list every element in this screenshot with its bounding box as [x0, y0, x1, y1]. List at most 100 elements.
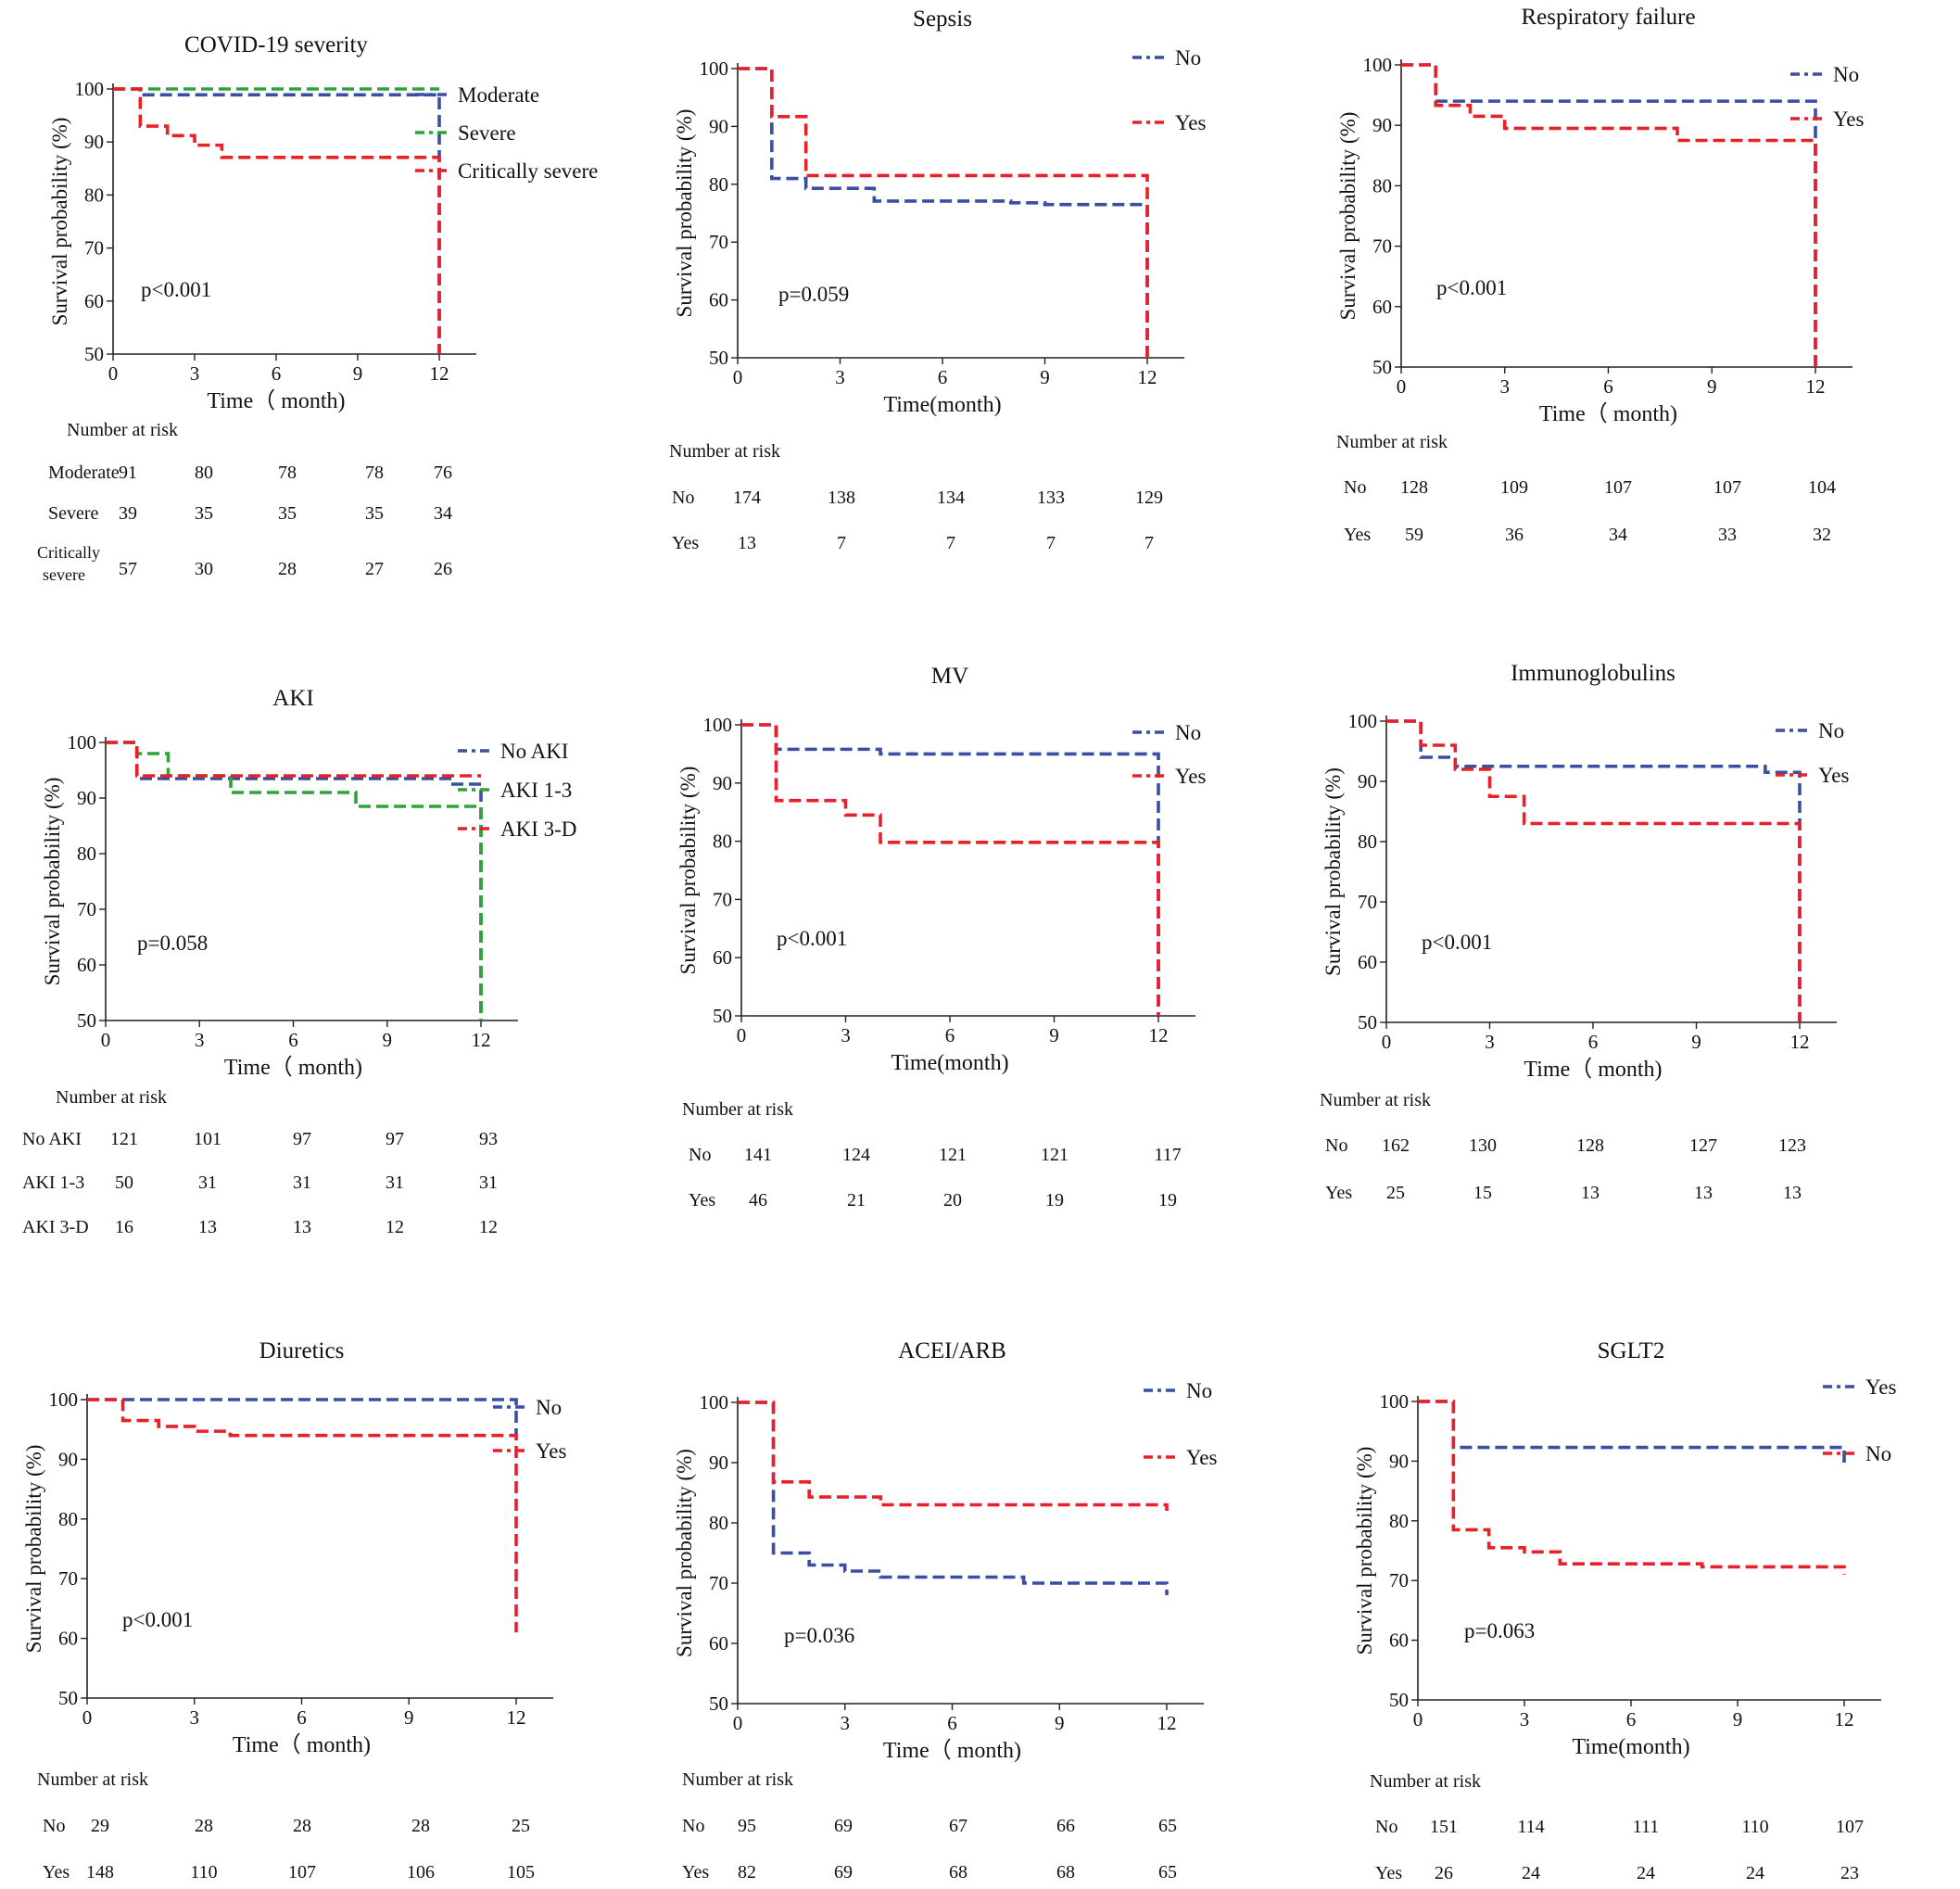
risk-value: 138: [828, 488, 855, 508]
x-axis-label: Time（ month): [207, 389, 345, 413]
risk-table-title: Number at risk: [1370, 1771, 1481, 1792]
panel-title: Respiratory failure: [1521, 5, 1695, 30]
risk-row-label: Yes: [672, 533, 699, 553]
x-tick-label: 9: [1733, 1708, 1743, 1731]
risk-value: 7: [946, 533, 955, 553]
p-value: p<0.001: [777, 927, 847, 950]
km-curve-blue: [741, 723, 1160, 1016]
y-axis-label: Survival probability (%): [1336, 112, 1359, 321]
km-panel-4: AKI 50 60 70 80 90 100 0 3 6 9 12 Survival probabili…: [22, 686, 576, 1237]
risk-value: 57: [119, 559, 137, 579]
x-tick-label: 3: [1500, 375, 1511, 398]
km-curve-red: [738, 1401, 1169, 1511]
km-panel-1: COVID-19 severity 50 60 70 80 90 100 0 3 6 9 12 Surv…: [37, 32, 598, 584]
risk-row-label: No AKI: [22, 1129, 82, 1149]
x-tick-label: 9: [1049, 1024, 1059, 1046]
y-tick-label: 80: [58, 1508, 78, 1530]
risk-value: 28: [195, 1816, 213, 1836]
y-tick-label: 70: [1358, 891, 1377, 913]
risk-row-label: No: [1325, 1135, 1347, 1156]
panel-title: AKI: [272, 686, 313, 711]
y-tick-label: 50: [58, 1687, 78, 1709]
risk-value: 107: [1713, 477, 1741, 498]
km-curve-red: [1401, 63, 1817, 367]
risk-value: 129: [1135, 488, 1163, 508]
risk-value: 31: [386, 1173, 404, 1193]
risk-row-label: Yes: [1375, 1863, 1402, 1883]
risk-row-label: Yes: [1325, 1183, 1352, 1203]
risk-value: 19: [1045, 1190, 1064, 1211]
y-tick-label: 80: [1372, 174, 1392, 197]
y-tick-label: 80: [713, 830, 732, 853]
risk-value: 35: [365, 503, 384, 524]
x-tick-label: 6: [272, 362, 282, 385]
panel-title: COVID-19 severity: [184, 32, 368, 57]
km-curve-blue: [738, 67, 1149, 358]
y-tick-label: 90: [709, 1452, 728, 1474]
x-tick-label: 3: [190, 1706, 200, 1729]
x-tick-label: 9: [383, 1029, 393, 1051]
risk-value: 68: [949, 1862, 967, 1883]
km-panel-7: Diuretics 50 60 70 80 90 100 0 3 6 9 12 Survival pro…: [22, 1338, 567, 1883]
risk-value: 35: [278, 503, 297, 524]
risk-value: 101: [194, 1129, 221, 1149]
y-tick-label: 100: [75, 78, 105, 100]
risk-value: 15: [1473, 1183, 1492, 1203]
y-axis-label: Survival probability (%): [673, 1449, 696, 1657]
x-tick-label: 3: [190, 362, 200, 385]
legend-label: No: [536, 1396, 562, 1419]
risk-value: 91: [119, 463, 137, 483]
y-tick-label: 70: [709, 1572, 728, 1594]
risk-row-label: Moderate: [48, 463, 120, 483]
x-tick-label: 0: [101, 1029, 111, 1051]
x-tick-label: 12: [1790, 1031, 1810, 1053]
x-tick-label: 0: [108, 362, 119, 385]
y-axis-label: Survival probability (%): [48, 118, 71, 326]
y-tick-label: 100: [700, 57, 729, 80]
risk-row-label: No: [1344, 477, 1366, 498]
risk-value: 78: [278, 463, 297, 483]
risk-value: 24: [1522, 1863, 1540, 1883]
risk-value: 76: [434, 463, 452, 483]
x-tick-label: 0: [737, 1024, 747, 1046]
km-curve-blue: [113, 87, 441, 354]
risk-value: 107: [1836, 1817, 1864, 1837]
risk-value: 30: [195, 559, 213, 579]
y-tick-label: 60: [1358, 951, 1377, 973]
risk-value: 69: [834, 1862, 853, 1883]
panel-title: ACEI/ARB: [898, 1338, 1006, 1363]
x-tick-label: 3: [1520, 1708, 1530, 1731]
y-tick-label: 100: [703, 714, 733, 736]
risk-value: 65: [1158, 1862, 1177, 1883]
risk-value: 13: [738, 533, 756, 553]
p-value: p=0.036: [784, 1624, 854, 1647]
y-tick-label: 60: [709, 1632, 728, 1654]
risk-value: 95: [738, 1816, 756, 1836]
risk-row-label: Severe: [48, 503, 99, 524]
y-axis-label: Survival probability (%): [41, 778, 64, 986]
risk-value: 67: [949, 1816, 967, 1836]
risk-value: 121: [110, 1129, 138, 1149]
risk-value: 24: [1746, 1863, 1764, 1883]
risk-row-label: No: [689, 1145, 711, 1165]
legend-label: Yes: [536, 1439, 567, 1463]
x-tick-label: 9: [1691, 1031, 1701, 1053]
risk-value: 93: [479, 1129, 498, 1149]
y-tick-label: 50: [713, 1005, 732, 1027]
legend-label: Critically severe: [458, 159, 598, 183]
y-tick-label: 60: [1372, 296, 1392, 318]
x-tick-label: 12: [430, 362, 449, 385]
risk-value: 32: [1813, 525, 1831, 545]
risk-value: 78: [365, 463, 384, 483]
legend-label: No: [1865, 1442, 1891, 1465]
y-tick-label: 80: [84, 184, 104, 206]
risk-value: 35: [195, 503, 213, 524]
panel-title: Immunoglobulins: [1511, 661, 1675, 686]
x-tick-label: 12: [1157, 1712, 1177, 1734]
risk-value: 59: [1405, 525, 1423, 545]
risk-value: 12: [386, 1217, 404, 1237]
panel-title: MV: [931, 664, 968, 689]
y-tick-label: 90: [713, 772, 732, 794]
risk-value: 65: [1158, 1816, 1177, 1836]
legend-label: No: [1833, 63, 1859, 86]
